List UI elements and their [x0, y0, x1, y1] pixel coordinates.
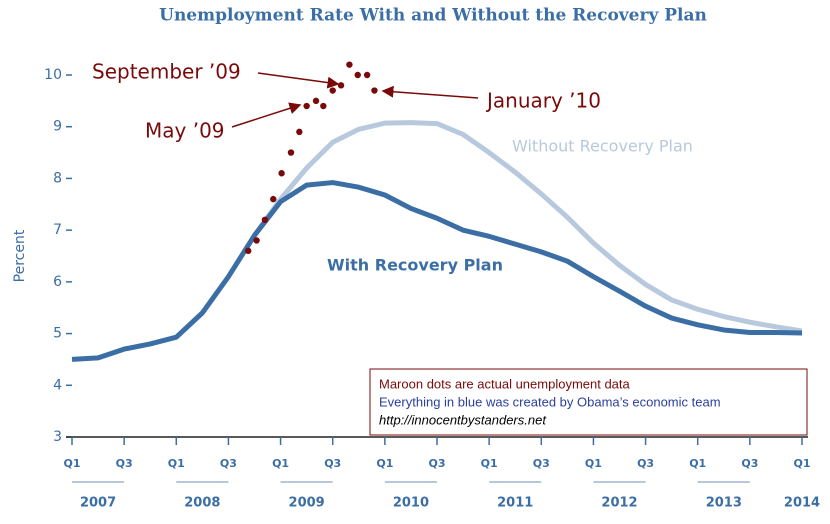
note-text: http://innocentbystanders.net — [379, 412, 547, 427]
actual-dot — [296, 128, 303, 136]
y-tick-label: 4 — [53, 377, 62, 393]
actual-dot — [329, 87, 336, 94]
annotation: May ’09 — [145, 119, 225, 143]
x-tick-label: Q3 — [324, 457, 341, 470]
annotation: January ’10 — [485, 89, 601, 113]
annotation-arrow — [381, 85, 479, 99]
x-tick-label: Q1 — [585, 457, 602, 470]
year-label: 2014 — [784, 496, 820, 511]
y-tick-label: 5 — [53, 326, 62, 342]
actual-dot — [270, 195, 277, 203]
x-tick-label: Q3 — [116, 457, 133, 470]
x-tick-label: Q3 — [220, 457, 237, 470]
actual-dot — [278, 170, 285, 177]
actual-dot — [245, 247, 252, 255]
x-tick-label: Q1 — [481, 457, 498, 470]
series-line — [71, 180, 803, 362]
actual-dot — [371, 87, 378, 94]
y-tick-label: 10 — [44, 67, 62, 83]
note-text: Maroon dots are actual unemployment data — [379, 376, 631, 391]
y-tick-label: 9 — [53, 119, 62, 135]
y-tick-label: 3 — [53, 429, 62, 445]
note-text: Everything in blue was created by Obama’… — [379, 394, 721, 409]
y-tick-label: 8 — [53, 170, 62, 186]
x-tick-label: Q3 — [533, 457, 550, 470]
y-axis-label: Percent — [12, 229, 28, 282]
actual-dot — [337, 82, 345, 89]
x-tick-label: Q3 — [637, 457, 654, 470]
year-label: 2011 — [497, 496, 533, 511]
year-label: 2013 — [706, 496, 742, 511]
x-tick-label: Q3 — [428, 457, 445, 470]
year-label: 2010 — [393, 496, 429, 511]
actual-dot — [346, 61, 353, 68]
y-tick-label: 6 — [53, 274, 62, 290]
annotation-arrow — [231, 102, 302, 128]
chart-title: Unemployment Rate With and Without the R… — [159, 6, 707, 26]
actual-dot — [363, 71, 371, 79]
year-label: 2008 — [184, 496, 220, 511]
series-label: With Recovery Plan — [327, 256, 503, 275]
year-label: 2009 — [289, 496, 325, 511]
x-tick-label: Q3 — [741, 457, 758, 470]
annotation: September ’09 — [92, 60, 241, 84]
actual-dot — [320, 102, 327, 110]
x-tick-label: Q1 — [168, 457, 185, 470]
y-tick-label: 7 — [53, 222, 62, 238]
actual-dot — [354, 71, 361, 79]
x-tick-label: Q1 — [272, 457, 289, 470]
actual-dot — [261, 216, 269, 223]
series-label: Without Recovery Plan — [512, 137, 693, 156]
x-tick-label: Q1 — [376, 457, 393, 470]
series-line — [252, 120, 803, 334]
actual-dot — [253, 237, 260, 244]
annotation-arrow — [257, 72, 340, 89]
year-label: 2007 — [80, 496, 116, 511]
x-tick-label: Q1 — [63, 457, 80, 470]
x-tick-label: Q1 — [793, 457, 810, 470]
actual-dot — [303, 102, 310, 110]
year-label: 2012 — [601, 496, 637, 511]
actual-dot — [287, 149, 295, 156]
actual-dot — [312, 97, 320, 105]
x-tick-label: Q1 — [689, 457, 706, 470]
note-box — [369, 368, 808, 436]
